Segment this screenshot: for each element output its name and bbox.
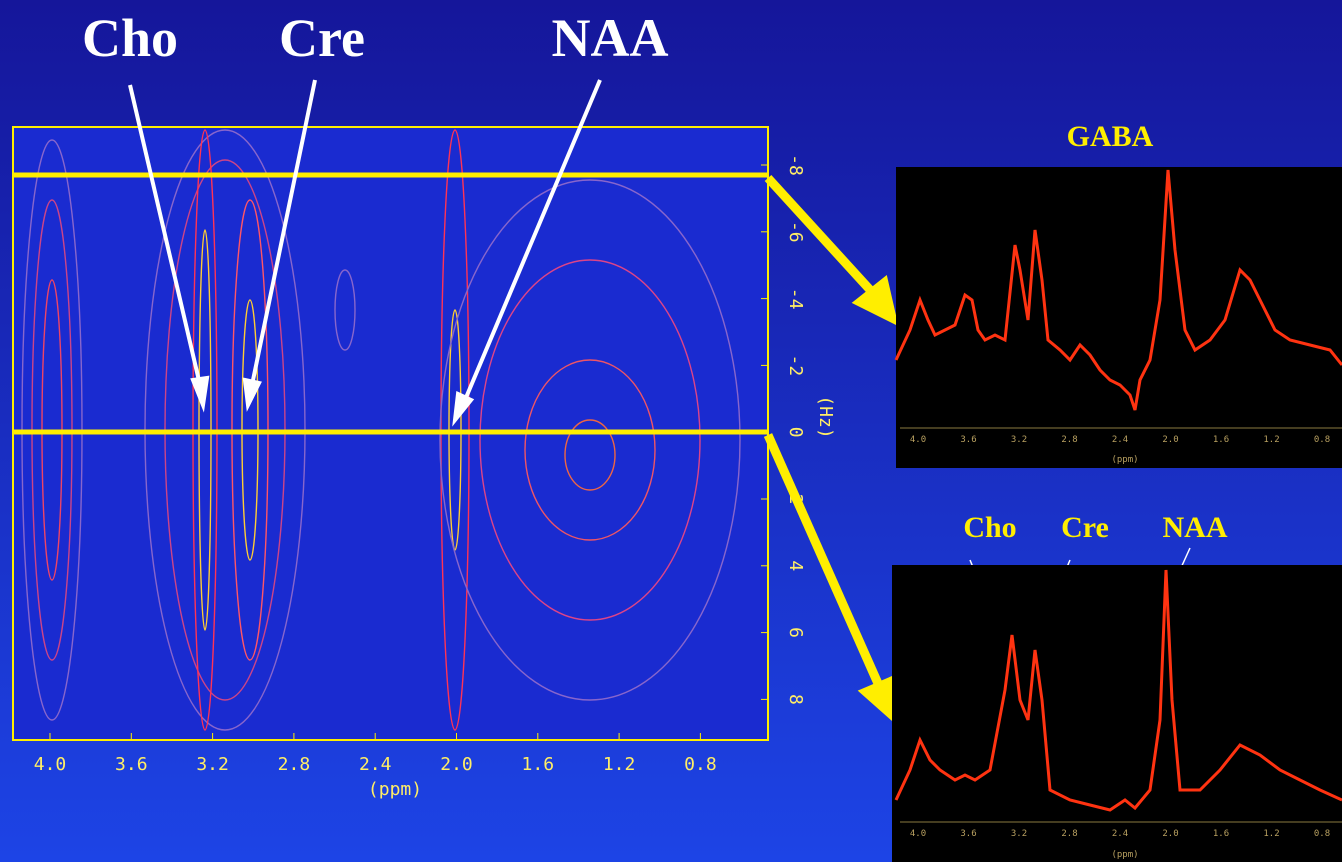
y-tick-label: -2 [785,355,806,377]
spectrum-tick-label: 2.4 [1112,435,1128,445]
y-tick-label: 6 [785,627,806,638]
y-tick-label: -8 [785,154,806,176]
arrowhead [242,377,262,412]
arrowhead [190,375,210,413]
x-tick-label: 2.4 [359,754,392,775]
spectrum-axis-label: (ppm) [1111,850,1138,860]
spectrum-tick-label: 4.0 [910,435,926,445]
arrow [128,84,202,386]
y-tick-label: 8 [785,694,806,705]
x-tick-label: 4.0 [34,754,67,775]
peak-label: NAA [552,8,669,68]
arrow [763,433,885,690]
y-axis: -8-6-4-202468 [761,154,806,705]
arrowhead [851,275,899,327]
x-tick-label: 1.6 [522,754,555,775]
spectrum-line [894,169,1342,411]
contour [439,179,741,701]
peak-label: Cre [279,8,365,68]
spectrum-tick-label: 3.2 [1011,829,1027,839]
spectrum-tick-label: 1.6 [1213,829,1229,839]
x-tick-label: 3.6 [115,754,148,775]
y-tick-label: 0 [785,427,806,438]
y-tick-label: -4 [785,288,806,310]
arrow [764,174,876,296]
spectrum-panel [896,167,1342,468]
contour-plot: 4.03.63.22.82.42.01.61.20.8 -8-6-4-20246… [12,126,836,800]
spectrum-line [894,569,1342,812]
arrowhead [452,391,475,427]
peak-label: Cre [1061,511,1109,544]
peak-label: Cho [963,511,1016,544]
spectrum-tick-label: 2.8 [1061,829,1077,839]
x-axis-label: (ppm) [368,779,422,800]
spectrum-tick-label: 0.8 [1314,435,1330,445]
arrow [250,79,317,386]
contour [334,269,356,351]
spectrum-tick-label: 3.6 [960,829,976,839]
spectrum-title: GABA [1067,120,1154,153]
spectrum-tick-label: 2.4 [1112,829,1128,839]
spectrum-panel [892,565,1342,862]
contour [564,419,616,491]
spectrum-axis-label: (ppm) [1111,455,1138,465]
arrow [463,79,602,401]
spectrum-tick-label: 1.6 [1213,435,1229,445]
spectrum-tick-label: 1.2 [1263,435,1279,445]
spectrum-tick-label: 3.6 [960,435,976,445]
spectrum-tick-label: 2.8 [1061,435,1077,445]
y-tick-label: 4 [785,560,806,571]
label-arrows [128,79,602,427]
x-tick-label: 2.8 [278,754,311,775]
spectrum-tick-label: 2.0 [1162,829,1178,839]
spectrum-tick-label: 0.8 [1314,829,1330,839]
y-axis-label: (Hz) [815,395,836,438]
x-tick-label: 0.8 [684,754,717,775]
spectrum-tick-label: 3.2 [1011,435,1027,445]
y-tick-label: -6 [785,221,806,243]
peak-label: Cho [82,8,178,68]
peak-label: NAA [1163,511,1228,544]
spectrum-tick-label: 2.0 [1162,435,1178,445]
x-tick-label: 2.0 [440,754,473,775]
spectrum-tick-label: 1.2 [1263,829,1279,839]
contour [479,259,701,621]
spectrum-tick-label: 4.0 [910,829,926,839]
x-axis: 4.0 3.6 3.2 2.8 2.4 2.0 1.6 1.2 0.8 [34,733,717,775]
x-tick-label: 1.2 [603,754,636,775]
spectrum-ticks: 4.0 3.6 3.2 2.8 2.4 2.0 1.6 1.2 0.8 [910,435,1330,445]
spectrum-ticks: 4.0 3.6 3.2 2.8 2.4 2.0 1.6 1.2 0.8 [910,829,1330,839]
x-tick-label: 3.2 [196,754,229,775]
contour [524,359,656,541]
